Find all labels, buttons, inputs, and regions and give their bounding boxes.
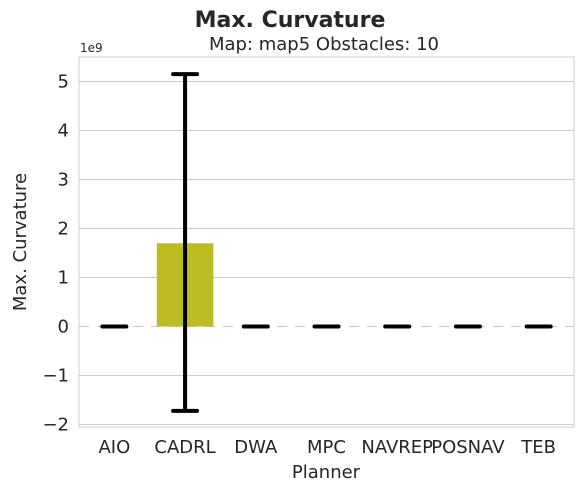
y-tick-label: 0 — [58, 317, 69, 338]
x-tick-label: MPC — [307, 437, 346, 458]
x-tick-label: POSNAV — [431, 437, 505, 458]
x-axis-label: Planner — [292, 462, 361, 483]
x-tick-label: NAVREP — [361, 437, 433, 458]
y-offset-label: 1e9 — [80, 41, 103, 55]
chart-title: Max. Curvature — [195, 8, 386, 33]
y-tick-label: 3 — [58, 170, 69, 191]
y-tick-labels: −2 −1 0 1 2 3 4 5 — [42, 72, 69, 436]
x-tick-label: CADRL — [154, 437, 215, 458]
x-tick-label: DWA — [234, 437, 278, 458]
error-bars — [100, 72, 553, 413]
y-tick-label: 1 — [58, 268, 69, 289]
y-axis-label: Max. Curvature — [10, 173, 31, 311]
x-tick-label: AIO — [98, 437, 130, 458]
chart-subtitle: Map: map5 Obstacles: 10 — [209, 34, 439, 55]
y-tick-label: 2 — [58, 219, 69, 240]
y-tick-label: 4 — [58, 121, 69, 142]
y-tick-label: −1 — [42, 366, 69, 387]
error-bar-cadrl — [171, 72, 200, 413]
y-tick-label: −2 — [42, 415, 69, 436]
plot-frame — [78, 56, 575, 428]
gridlines — [79, 81, 574, 426]
x-tick-label: TEB — [520, 437, 556, 458]
y-tick-label: 5 — [58, 72, 69, 93]
